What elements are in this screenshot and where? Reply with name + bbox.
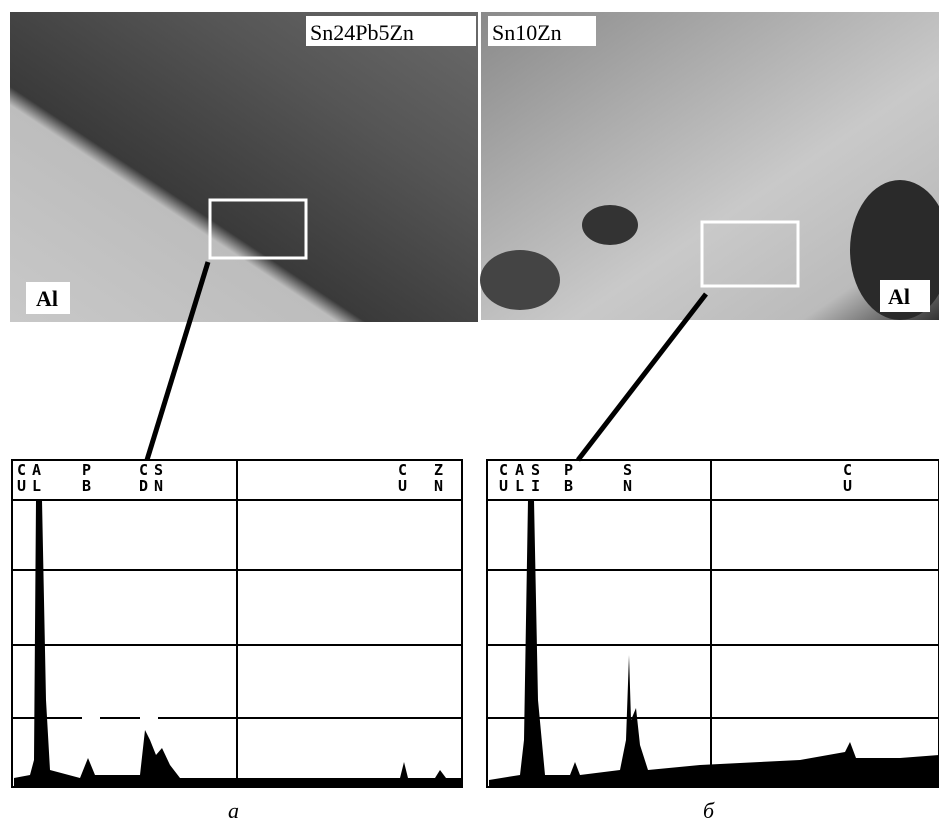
element-label: I — [531, 477, 540, 495]
element-label: U — [398, 477, 407, 495]
element-label: U — [17, 477, 26, 495]
figure: Sn24Pb5Zn Al Sn10Zn Al CUALPBCDSNCUZNCUA… — [0, 0, 939, 824]
element-label: B — [82, 477, 91, 495]
substrate-label: Al — [888, 284, 910, 309]
sample-label: Sn10Zn — [492, 20, 562, 45]
micrograph-b — [480, 12, 939, 320]
element-label: U — [843, 477, 852, 495]
element-label: N — [623, 477, 632, 495]
micrograph-a — [10, 12, 478, 322]
element-label: L — [515, 477, 524, 495]
substrate-label: Al — [36, 286, 58, 311]
caption: а — [228, 798, 239, 823]
element-label: N — [434, 477, 443, 495]
element-label: B — [564, 477, 573, 495]
spectrum-b — [489, 500, 939, 787]
element-label: L — [32, 477, 41, 495]
spectrum-frame — [12, 460, 939, 787]
caption: б — [703, 798, 715, 823]
element-label: D — [139, 477, 148, 495]
element-label: U — [499, 477, 508, 495]
element-label: N — [154, 477, 163, 495]
sample-label: Sn24Pb5Zn — [310, 20, 414, 45]
